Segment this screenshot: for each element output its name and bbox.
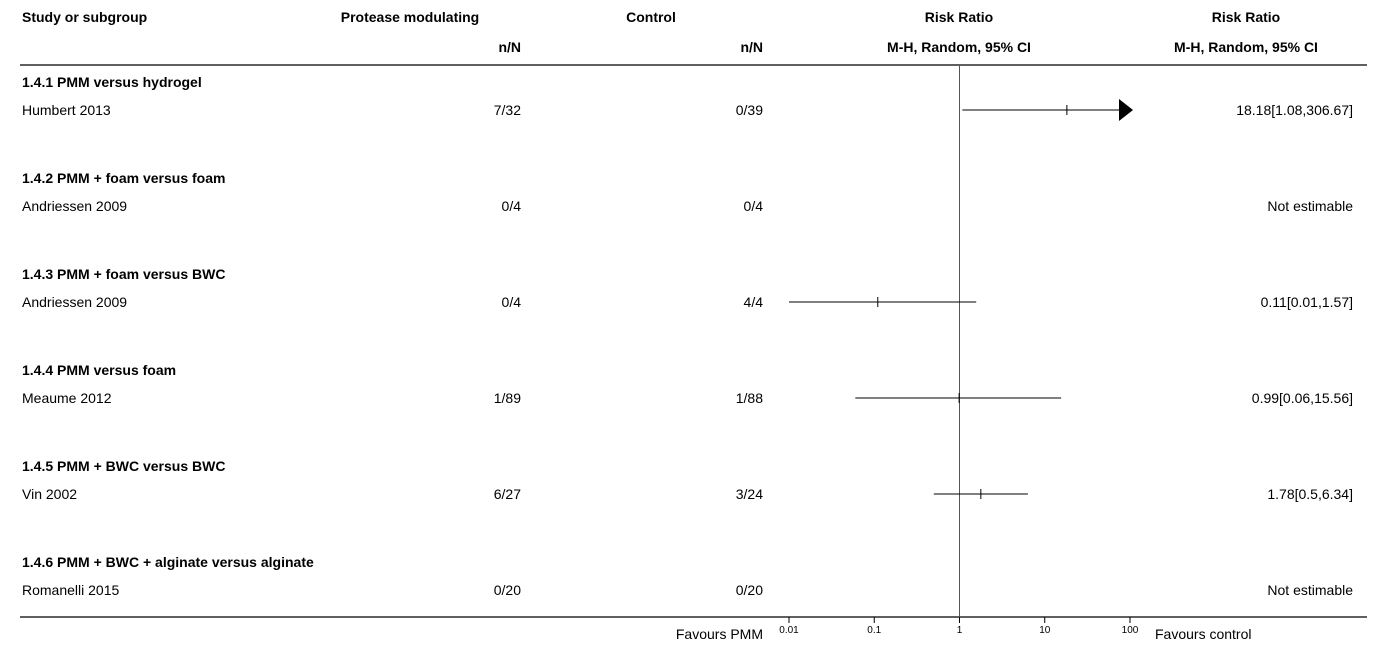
control-count: 0/39: [736, 102, 763, 118]
study-name: Andriessen 2009: [22, 198, 127, 214]
study-name: Vin 2002: [22, 486, 77, 502]
x-axis: 0.01 0.1 1 10 100: [779, 617, 1139, 636]
subgroup-title: 1.4.4 PMM versus foam: [22, 362, 176, 378]
header-effect-sub: M-H, Random, 95% CI: [1174, 39, 1318, 55]
treatment-count: 6/27: [494, 486, 521, 502]
effect-estimate: 0.11[0.01,1.57]: [1261, 294, 1353, 310]
axis-tick-label: 10: [1039, 625, 1051, 636]
header-effect: Risk Ratio: [1212, 9, 1280, 25]
study-name: Romanelli 2015: [22, 582, 119, 598]
study-name: Humbert 2013: [22, 102, 111, 118]
treatment-count: 0/4: [502, 198, 522, 214]
ci-arrow-right: [1119, 99, 1133, 121]
study-name: Andriessen 2009: [22, 294, 127, 310]
effect-estimate: 18.18[1.08,306.67]: [1236, 102, 1353, 118]
control-count: 1/88: [736, 390, 763, 406]
header-treatment-sub: n/N: [498, 39, 521, 55]
control-count: 0/4: [744, 198, 764, 214]
subgroup-title: 1.4.6 PMM + BWC + alginate versus algina…: [22, 554, 314, 570]
treatment-count: 7/32: [494, 102, 521, 118]
control-count: 0/20: [736, 582, 763, 598]
treatment-count: 0/4: [502, 294, 522, 310]
axis-tick-label: 100: [1122, 625, 1139, 636]
subgroup-title: 1.4.5 PMM + BWC versus BWC: [22, 458, 225, 474]
header-plot-sub: M-H, Random, 95% CI: [887, 39, 1031, 55]
header-treatment: Protease modulating: [341, 9, 479, 25]
control-count: 3/24: [736, 486, 763, 502]
study-name: Meaume 2012: [22, 390, 112, 406]
axis-tick-label: 0.01: [779, 625, 799, 636]
header-study: Study or subgroup: [22, 9, 147, 25]
treatment-count: 1/89: [494, 390, 521, 406]
effect-estimate: Not estimable: [1267, 198, 1353, 214]
favours-right: Favours control: [1155, 626, 1251, 642]
rows-group: 1.4.1 PMM versus hydrogel Humbert 2013 7/3…: [22, 74, 1353, 598]
header-plot: Risk Ratio: [925, 9, 993, 25]
subgroup-title: 1.4.3 PMM + foam versus BWC: [22, 266, 225, 282]
subgroup-title: 1.4.2 PMM + foam versus foam: [22, 170, 225, 186]
effect-estimate: 1.78[0.5,6.34]: [1267, 486, 1353, 502]
effect-estimate: Not estimable: [1267, 582, 1353, 598]
control-count: 4/4: [744, 294, 764, 310]
header-control-sub: n/N: [740, 39, 763, 55]
effect-estimate: 0.99[0.06,15.56]: [1252, 390, 1353, 406]
favours-left: Favours PMM: [676, 626, 763, 642]
axis-tick-label: 0.1: [867, 625, 881, 636]
header-control: Control: [626, 9, 676, 25]
subgroup-title: 1.4.1 PMM versus hydrogel: [22, 74, 202, 90]
axis-tick-label: 1: [957, 625, 963, 636]
treatment-count: 0/20: [494, 582, 521, 598]
